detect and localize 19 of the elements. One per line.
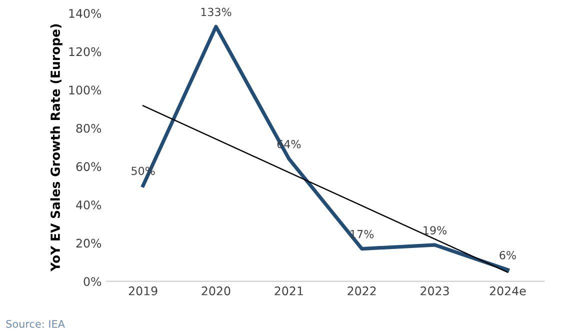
y-tick-label: 40% <box>76 200 102 210</box>
source-note: Source: IEA <box>6 320 65 328</box>
y-tick-label: 20% <box>76 238 102 248</box>
y-tick-label: 80% <box>76 124 102 133</box>
x-tick-label: 2022 <box>348 286 376 296</box>
data-label: 6% <box>500 250 516 260</box>
data-label: 133% <box>201 8 232 16</box>
y-tick-label: 120% <box>69 47 102 56</box>
y-tick-label: 100% <box>69 86 102 94</box>
y-axis-title: YoY EV Sales Growth Rate (Europe) <box>50 24 62 272</box>
y-tick-label: 0% <box>84 277 102 286</box>
x-tick-label: 2021 <box>274 286 303 296</box>
data-label: 19% <box>424 226 447 234</box>
x-tick-label: 2020 <box>202 286 230 296</box>
y-tick-label: 60% <box>76 162 102 172</box>
x-tick-label: 2024e <box>490 286 526 296</box>
x-tick-label: 2023 <box>420 286 449 296</box>
x-tick-label: 2019 <box>128 286 158 296</box>
y-tick-label: 140% <box>69 8 102 18</box>
